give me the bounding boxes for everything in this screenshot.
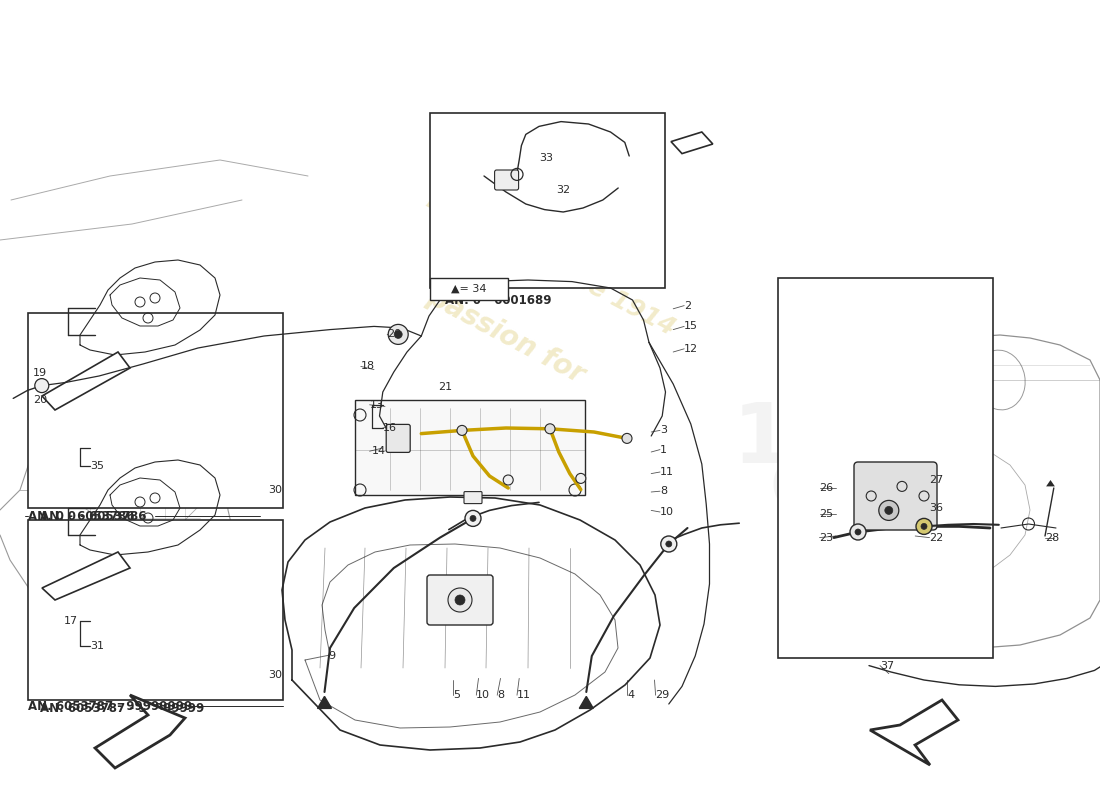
Circle shape [35,378,48,393]
Bar [430,278,508,300]
Text: finances since 1914: finances since 1914 [421,188,679,340]
Text: 33: 33 [539,154,553,163]
Polygon shape [1046,480,1055,486]
Text: 27: 27 [930,475,944,485]
Polygon shape [95,695,185,768]
Circle shape [661,536,676,552]
FancyBboxPatch shape [495,170,518,190]
Text: 18: 18 [361,362,375,371]
Circle shape [666,541,672,547]
Text: 23: 23 [820,533,834,542]
Text: 185: 185 [733,399,908,481]
Text: AN. 0 - 6053786: AN. 0 - 6053786 [40,510,146,522]
Text: 10: 10 [660,507,674,517]
Text: 20: 20 [387,330,402,339]
Text: AN. 0 - 6001689: AN. 0 - 6001689 [446,294,551,307]
Bar [430,113,666,288]
Text: 30: 30 [268,485,283,494]
Text: 3: 3 [660,426,667,435]
Text: passion for: passion for [422,282,590,390]
Circle shape [465,510,481,526]
Circle shape [879,501,899,521]
Text: 9: 9 [328,651,334,661]
Text: 35: 35 [90,461,104,470]
Circle shape [448,588,472,612]
Text: AN. 6053787 - 99999999: AN. 6053787 - 99999999 [40,702,205,714]
FancyBboxPatch shape [464,491,482,504]
Text: 20: 20 [33,395,47,405]
Circle shape [855,529,861,535]
Circle shape [884,506,893,514]
Text: 29: 29 [656,690,670,700]
Text: 32: 32 [557,186,571,195]
Text: 21: 21 [438,382,452,392]
Text: 25: 25 [820,509,834,518]
Text: 31: 31 [90,642,104,651]
Text: 2: 2 [684,301,691,310]
Text: 16: 16 [383,423,397,433]
FancyBboxPatch shape [427,575,493,625]
Circle shape [394,330,403,338]
Text: 14: 14 [372,446,386,456]
Circle shape [503,475,514,485]
Text: 26: 26 [820,483,834,493]
Bar [778,278,993,658]
Text: ▲= 34: ▲= 34 [451,284,486,294]
Text: 37: 37 [880,661,894,670]
Text: 10: 10 [476,690,491,700]
Text: 4: 4 [627,690,634,700]
Text: 11: 11 [660,467,674,477]
Polygon shape [870,700,958,765]
FancyBboxPatch shape [854,462,937,530]
Text: 30: 30 [268,670,283,680]
Polygon shape [42,352,130,410]
Circle shape [916,518,932,534]
Circle shape [850,524,866,540]
Circle shape [455,595,465,605]
Polygon shape [318,696,331,709]
Text: 5: 5 [453,690,460,700]
Text: 11: 11 [517,690,531,700]
Text: 8: 8 [660,486,667,496]
Bar [28,520,283,700]
Bar [28,313,283,508]
Bar [355,400,585,495]
Text: 36: 36 [930,503,944,513]
Text: 19: 19 [33,368,47,378]
Text: 15: 15 [684,322,699,331]
Circle shape [456,426,468,435]
Polygon shape [42,552,130,600]
FancyBboxPatch shape [386,424,410,453]
Text: 1: 1 [660,445,667,454]
Circle shape [921,523,927,530]
Circle shape [388,324,408,344]
Text: AN. 0 - 6053786: AN. 0 - 6053786 [28,510,134,522]
Circle shape [544,424,556,434]
Polygon shape [671,132,713,154]
Text: AN. 6053787 - 99999999: AN. 6053787 - 99999999 [28,699,192,713]
Circle shape [575,474,586,483]
Circle shape [621,434,632,443]
Text: GAS: GAS [770,457,931,523]
Circle shape [470,515,476,522]
Text: 17: 17 [64,616,78,626]
Text: 8: 8 [497,690,504,700]
Text: 28: 28 [1045,533,1059,542]
Text: 12: 12 [684,344,699,354]
Polygon shape [580,696,593,709]
Text: 22: 22 [930,533,944,542]
Text: 13: 13 [370,400,384,410]
